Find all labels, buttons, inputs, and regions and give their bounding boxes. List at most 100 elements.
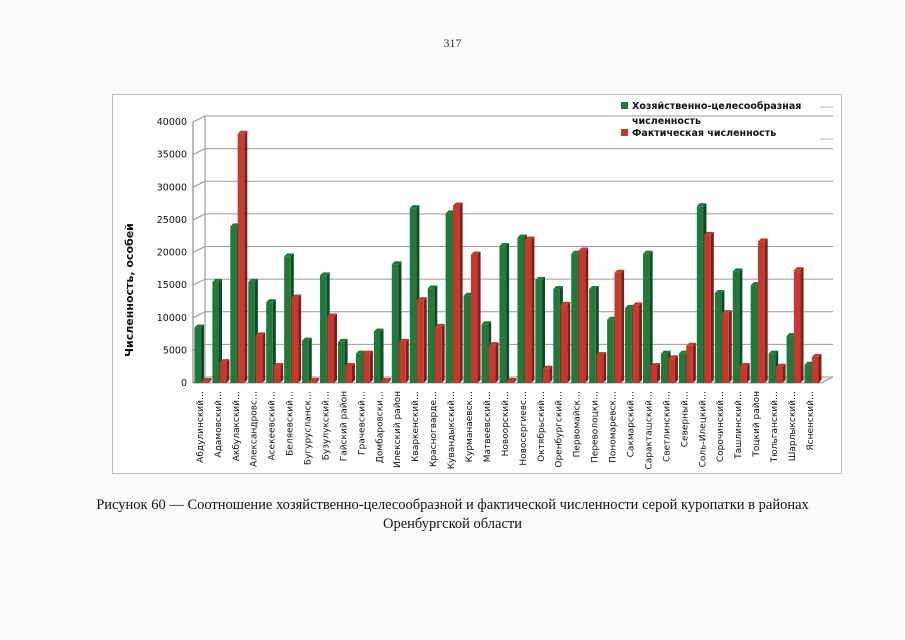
x-tick-label: Беляевский… xyxy=(286,391,296,456)
bar-series-2-2 xyxy=(237,130,248,383)
x-tick-label: Октябрьский… xyxy=(537,391,547,462)
x-tick-label: Асекеевский… xyxy=(268,391,278,461)
x-tick-label: Грачевский… xyxy=(357,391,367,455)
x-tick-label: Акбулакский… xyxy=(232,391,242,461)
bar-series-2-17 xyxy=(506,378,517,383)
x-tick-label: Красногварде… xyxy=(429,391,439,467)
bar-series-2-23 xyxy=(614,269,625,383)
x-tick-label: Пономаревск… xyxy=(609,391,619,463)
gridline-4 xyxy=(192,246,206,253)
bar-series-2-20 xyxy=(560,301,571,383)
bar-series-2-7 xyxy=(327,313,338,383)
x-tick-label: Сорочинский… xyxy=(716,391,726,462)
bar-series-2-6 xyxy=(309,378,320,383)
legend-label-series-2: Фактическая численность xyxy=(632,128,776,139)
y-tick-label: 35000 xyxy=(157,150,187,161)
y-tick-label: 5000 xyxy=(163,345,187,356)
x-tick-label: Новоорский… xyxy=(501,391,511,456)
bar-series-2-11 xyxy=(399,338,409,383)
figure-caption: Рисунок 60 — Соотношение хозяйственно-це… xyxy=(60,496,845,534)
bar-series-1-4 xyxy=(266,299,276,383)
bar-series-2-0 xyxy=(201,378,212,383)
bar-series-2-16 xyxy=(488,342,499,383)
bar-series-2-22 xyxy=(596,351,607,383)
caption-line-2: Оренбургской области xyxy=(382,516,523,532)
x-tick-label: Курманаевск… xyxy=(465,391,475,462)
x-tick-label: Кваркенский… xyxy=(411,391,421,462)
bar-series-1-19 xyxy=(535,276,545,383)
bar-series-2-9 xyxy=(363,350,373,383)
y-tick-label: 20000 xyxy=(157,248,187,259)
bar-series-2-26 xyxy=(668,355,678,383)
bar-series-2-13 xyxy=(435,323,445,383)
gridline-3 xyxy=(192,278,206,286)
legend-swatch-series-1 xyxy=(621,102,628,109)
bar-series-2-15 xyxy=(470,251,481,383)
x-tick-label: Шарлыкский… xyxy=(788,391,798,461)
bar-series-1-30 xyxy=(732,268,743,383)
bar-series-2-14 xyxy=(452,202,463,383)
x-tick-label: Новосергиевс… xyxy=(519,391,529,466)
x-tick-label: Ясненский… xyxy=(806,391,816,451)
y-tick-label: 30000 xyxy=(157,182,187,193)
x-axis-labels: Абдулинский… Адамовский… Акбулакский… Алекс… xyxy=(196,391,816,470)
page-number: 317 xyxy=(443,36,462,50)
gridline-5 xyxy=(192,213,206,221)
y-tick-label: 15000 xyxy=(157,280,187,291)
caption-line-1: Рисунок 60 — Соотношение хозяйственно-це… xyxy=(96,497,809,513)
bar-series-2-3 xyxy=(255,332,266,383)
y-axis: 0 5000 10000 15000 20000 25000 30000 35000 40000 xyxy=(157,117,194,389)
gridline-2 xyxy=(192,311,206,319)
x-tick-label: Матвеевский… xyxy=(483,391,493,462)
x-tick-label: Александровс… xyxy=(250,391,260,467)
bar-series-2-12 xyxy=(417,297,427,383)
bars xyxy=(194,130,822,383)
bar-series-2-34 xyxy=(811,353,822,383)
x-tick-label: Саракташский… xyxy=(644,391,654,470)
y-tick-label: 25000 xyxy=(157,215,187,226)
bar-series-2-19 xyxy=(542,365,553,383)
bar-series-2-1 xyxy=(219,359,230,383)
gridline-6 xyxy=(192,180,206,188)
bar-series-2-8 xyxy=(345,363,355,383)
y-tick-label: 0 xyxy=(181,378,187,389)
bar-series-2-21 xyxy=(578,247,589,383)
bar-series-2-10 xyxy=(381,378,391,383)
x-tick-label: Соль-Илецкий… xyxy=(698,391,708,467)
x-tick-label: Тюльганский… xyxy=(770,391,780,463)
legend-label-series-1-line2: численность xyxy=(632,116,701,127)
x-tick-label: Бузулукский… xyxy=(321,391,331,460)
x-tick-label: Сакмарский… xyxy=(626,391,636,457)
bar-series-1-17 xyxy=(499,242,510,383)
bar-series-2-29 xyxy=(722,310,732,383)
x-tick-label: Домбаровски… xyxy=(375,391,385,463)
x-tick-label: Кувандыкский… xyxy=(447,391,457,469)
legend-label-series-1: Хозяйственно-целесообразная xyxy=(632,101,801,112)
x-tick-label: Илекский район xyxy=(393,391,403,468)
bar-series-2-25 xyxy=(650,363,661,383)
bar-series-2-31 xyxy=(758,238,768,383)
bar-series-2-33 xyxy=(793,267,804,383)
legend-swatch-series-2 xyxy=(621,129,628,136)
y-tick-label: 10000 xyxy=(157,313,187,324)
bar-series-1-25 xyxy=(643,250,653,383)
bar-series-1-6 xyxy=(302,337,312,383)
legend: Хозяйственно-целесообразная численность … xyxy=(621,101,833,140)
x-tick-label: Светлинский… xyxy=(662,391,672,462)
x-tick-label: Гайский район xyxy=(339,391,349,461)
x-tick-label: Абдулинский… xyxy=(196,391,206,463)
chart-frame: 0 5000 10000 15000 20000 25000 30000 35000 40000… xyxy=(112,94,842,474)
x-tick-label: Бугурусланск… xyxy=(304,391,314,465)
bar-series-2-28 xyxy=(704,231,714,383)
bar-series-2-30 xyxy=(740,363,750,383)
bar-series-1-10 xyxy=(373,328,384,383)
bar-chart: 0 5000 10000 15000 20000 25000 30000 35000 40000… xyxy=(123,101,834,470)
x-tick-label: Первомайск… xyxy=(573,391,583,457)
bar-series-2-18 xyxy=(524,236,535,383)
y-axis-title: Численность, особей xyxy=(123,223,136,357)
bar-series-2-5 xyxy=(291,294,302,383)
y-tick-label: 40000 xyxy=(157,117,187,128)
bar-series-2-32 xyxy=(775,363,786,383)
x-tick-label: Тоцкий район xyxy=(752,391,762,458)
